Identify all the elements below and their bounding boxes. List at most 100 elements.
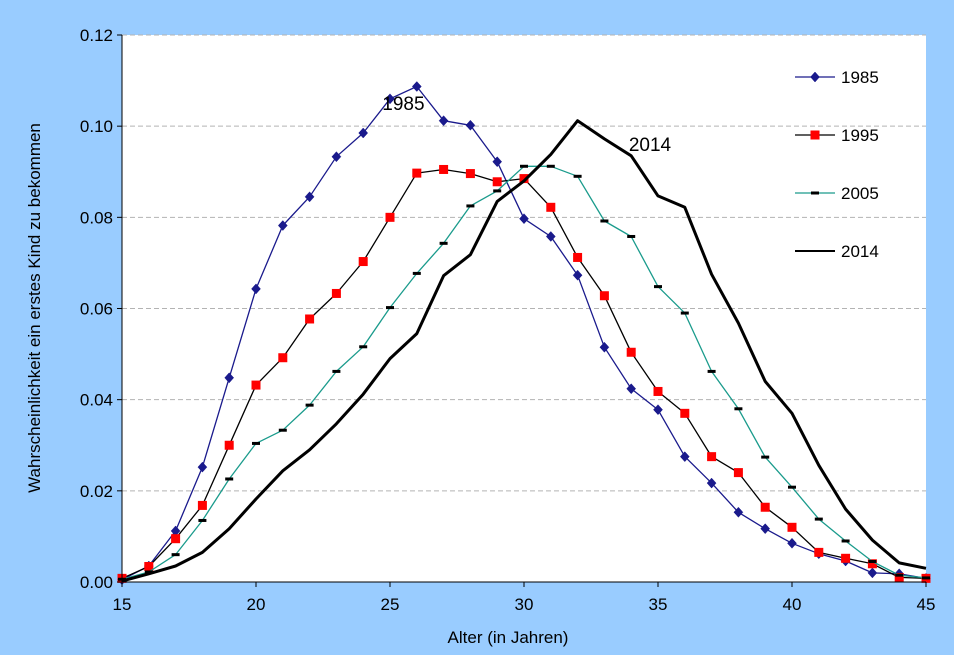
data-point-2005-19 bbox=[225, 477, 234, 481]
data-point-2005-31 bbox=[546, 164, 555, 168]
data-point-1985-26 bbox=[411, 81, 422, 92]
series-layer bbox=[117, 81, 931, 586]
data-point-2005-39 bbox=[761, 455, 770, 459]
data-point-1995-33 bbox=[599, 291, 609, 301]
x-tick-label-45: 45 bbox=[917, 595, 936, 614]
data-point-1985-28 bbox=[465, 119, 476, 131]
legend-label-2005: 2005 bbox=[841, 184, 879, 203]
data-point-1995-21 bbox=[278, 353, 288, 363]
data-point-1995-24 bbox=[358, 257, 368, 267]
data-point-1985-23 bbox=[331, 151, 342, 163]
data-point-2005-21 bbox=[278, 428, 287, 432]
data-point-2005-30 bbox=[520, 164, 528, 168]
data-point-1985-40 bbox=[787, 537, 797, 549]
data-point-1995-35 bbox=[653, 386, 663, 396]
data-point-1985-22 bbox=[304, 191, 315, 203]
x-tick-label-15: 15 bbox=[113, 595, 132, 614]
data-point-1995-37 bbox=[707, 452, 717, 462]
y-tick-label-0.10: 0.10 bbox=[80, 117, 113, 136]
data-point-1985-31 bbox=[545, 231, 556, 242]
x-tick-label-40: 40 bbox=[783, 595, 802, 614]
series-1985 bbox=[117, 81, 931, 586]
legend-entry-1985: 1985 bbox=[795, 68, 879, 87]
data-point-2005-42 bbox=[841, 539, 850, 543]
legend-marker-2005 bbox=[811, 191, 819, 195]
data-point-2005-40 bbox=[788, 485, 796, 489]
data-point-1995-25 bbox=[385, 212, 395, 222]
data-point-2005-41 bbox=[814, 517, 823, 521]
data-point-2005-22 bbox=[305, 403, 314, 407]
data-point-1985-30 bbox=[519, 213, 529, 225]
x-axis-ticks: 15 20 25 30 35 40 45 bbox=[113, 582, 936, 614]
data-point-1995-27 bbox=[439, 164, 449, 174]
y-tick-label-0.08: 0.08 bbox=[80, 208, 113, 227]
data-point-1995-36 bbox=[680, 408, 690, 418]
data-point-1995-23 bbox=[331, 288, 341, 298]
data-point-1995-20 bbox=[251, 380, 261, 390]
annotation-2014: 2014 bbox=[629, 135, 672, 156]
data-point-2005-17 bbox=[171, 553, 180, 557]
y-tick-label-0.06: 0.06 bbox=[80, 300, 113, 319]
data-point-1985-43 bbox=[867, 567, 878, 579]
data-point-1995-18 bbox=[197, 500, 207, 510]
data-point-1995-39 bbox=[760, 502, 770, 512]
data-point-1985-18 bbox=[197, 461, 208, 473]
data-point-2005-34 bbox=[627, 234, 636, 238]
data-point-2005-29 bbox=[493, 189, 502, 193]
data-point-2005-18 bbox=[198, 518, 207, 522]
series-line-2014 bbox=[121, 119, 927, 583]
y-tick-label-0.12: 0.12 bbox=[80, 26, 113, 45]
x-tick-label-25: 25 bbox=[381, 595, 400, 614]
legend-entry-2014: 2014 bbox=[795, 242, 879, 261]
data-point-1985-19 bbox=[224, 372, 235, 384]
data-point-1995-22 bbox=[305, 314, 315, 324]
data-point-2005-35 bbox=[654, 285, 662, 289]
data-point-1985-32 bbox=[572, 269, 583, 281]
data-point-1995-41 bbox=[814, 547, 824, 557]
series-2014 bbox=[121, 119, 927, 583]
legend-label-1985: 1985 bbox=[841, 68, 879, 87]
data-point-1985-37 bbox=[706, 477, 717, 489]
data-point-1995-34 bbox=[626, 347, 636, 357]
data-point-2005-23 bbox=[332, 369, 341, 373]
data-point-2005-36 bbox=[680, 311, 689, 315]
data-point-1995-29 bbox=[492, 177, 502, 187]
data-point-2005-16 bbox=[144, 570, 153, 574]
series-1995 bbox=[117, 164, 931, 583]
data-point-1995-42 bbox=[841, 553, 851, 563]
data-point-2005-32 bbox=[573, 174, 582, 178]
data-point-1985-21 bbox=[277, 220, 288, 231]
data-point-1995-19 bbox=[224, 440, 234, 450]
y-axis-title: Wahrscheinlichkeit ein erstes Kind zu be… bbox=[25, 123, 44, 493]
legend-label-1995: 1995 bbox=[841, 126, 879, 145]
x-tick-label-30: 30 bbox=[515, 595, 534, 614]
data-point-1995-30 bbox=[519, 174, 529, 184]
data-point-1985-25 bbox=[385, 93, 395, 105]
legend-entry-2005: 2005 bbox=[795, 184, 879, 203]
data-point-2005-25 bbox=[386, 306, 394, 310]
data-point-1995-16 bbox=[144, 562, 154, 572]
data-point-1985-36 bbox=[679, 451, 690, 463]
data-point-1985-38 bbox=[733, 506, 744, 518]
annotation-1985: 1985 bbox=[382, 94, 424, 115]
data-point-2005-43 bbox=[868, 559, 877, 563]
data-point-1995-38 bbox=[733, 468, 743, 478]
data-point-1995-32 bbox=[573, 252, 583, 262]
legend-marker-1995 bbox=[810, 130, 820, 140]
data-point-1995-28 bbox=[465, 169, 475, 179]
legend-marker-1985 bbox=[810, 71, 820, 83]
y-tick-label-0.04: 0.04 bbox=[80, 391, 113, 410]
data-point-1985-39 bbox=[760, 523, 771, 535]
y-tick-label-0.02: 0.02 bbox=[80, 482, 113, 501]
data-point-2005-27 bbox=[439, 241, 448, 245]
data-point-2005-38 bbox=[734, 407, 743, 411]
data-point-2005-26 bbox=[412, 271, 421, 275]
data-point-2005-33 bbox=[600, 219, 609, 223]
data-point-1995-31 bbox=[546, 202, 556, 212]
data-point-1995-40 bbox=[787, 522, 797, 532]
data-point-2005-44 bbox=[895, 573, 904, 577]
data-point-1985-20 bbox=[251, 283, 261, 295]
data-point-1985-24 bbox=[358, 127, 369, 139]
